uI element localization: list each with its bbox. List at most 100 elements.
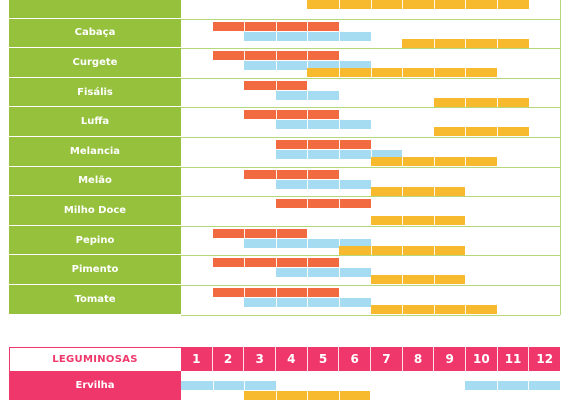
row-divider [181,225,560,227]
month-8: 8 [401,347,434,371]
harvest-period-bar [433,127,529,137]
plant-period-bar [244,238,371,248]
bar-month-divider [275,80,277,90]
month-4: 4 [275,347,307,371]
bar-month-divider [433,245,435,255]
legumes-bars [9,347,560,400]
bar-month-divider [307,199,309,209]
bar-month-divider [275,238,277,248]
bar-month-divider [244,258,246,268]
sow-period-bar [212,21,339,31]
harvest-period-bar [370,186,466,196]
crop-label-pimento: Pimento [9,255,181,285]
row-divider [181,77,560,79]
bar-month-divider [433,186,435,196]
harvest-period-bar [370,157,497,166]
month-1: 1 [192,352,201,366]
plant-period-bar [465,381,560,390]
bar-month-divider [307,61,309,71]
bar-month-divider [307,391,309,400]
bar-month-divider [338,61,340,71]
plant-period-bar [275,90,339,100]
bar-month-divider [307,298,309,307]
bar-month-divider [307,140,309,149]
bar-month-divider [465,0,467,9]
sow-period-bar [244,110,339,120]
bar-month-divider [338,391,340,400]
bar-month-divider [275,258,277,268]
row-divider [181,18,560,20]
bar-month-divider [307,179,309,189]
row-divider [181,48,560,50]
bar-month-divider [307,90,309,100]
bar-month-divider [402,245,404,255]
row-divider [181,137,560,138]
bar-month-divider [275,61,277,71]
bar-month-divider [402,0,404,9]
bar-month-divider [338,140,340,149]
month-11: 11 [496,347,529,371]
bar-month-divider [275,169,277,179]
plant-period-bar [275,120,371,130]
harvest-period-bar [244,391,371,400]
bar-month-divider [338,199,340,209]
bar-month-divider [244,381,246,390]
plant-period-bar [181,381,276,390]
row-divider [181,255,560,257]
bar-month-divider [433,0,435,9]
bar-month-divider [275,391,277,400]
month-3: 3 [243,347,275,371]
sow-period-bar [275,199,371,209]
sow-period-bar [244,169,339,179]
bar-month-divider [402,275,404,285]
bar-month-divider [275,31,277,41]
month-7: 7 [370,347,402,371]
row-divider [181,107,560,109]
plant-period-bar [275,268,371,278]
plant-period-bar [275,150,403,159]
sow-period-bar [212,51,339,61]
crop-label-tomate: Tomate [9,285,181,315]
bar-month-divider [307,110,309,120]
bar-month-divider [275,110,277,120]
bar-month-divider [496,38,498,48]
bar-month-divider [433,305,435,314]
bar-month-divider [465,305,467,314]
month-9: 9 [433,347,465,371]
bar-month-divider [496,97,498,107]
bar-month-divider [307,120,309,130]
harvest-period-bar [402,38,529,48]
row-divider [181,196,560,198]
crop-calendar-legumes: LEGUMINOSAS 1 2 3 4 5 6 7 8 9 10 11 12 Ervilha [9,347,560,400]
harvest-period-bar [370,275,466,285]
row-divider [181,314,560,316]
bar-month-divider [307,268,309,278]
bar-month-divider [402,68,404,78]
crop-label-caba-a: Cabaça [9,18,181,49]
bar-month-divider [275,288,277,297]
bar-month-divider [338,150,340,159]
bar-month-divider [402,186,404,196]
bar-month-divider [433,68,435,78]
bar-month-divider [338,179,340,189]
bar-month-divider [433,38,435,48]
sow-period-bar [212,228,308,238]
bar-month-divider [275,21,277,31]
crop-label-ervilha: Ervilha [9,371,181,400]
bar-month-divider [370,68,372,78]
plant-period-bar [244,31,371,41]
bar-month-divider [307,31,309,41]
plant-period-bar [275,179,371,189]
bar-month-divider [528,381,530,390]
bar-month-divider [307,238,309,248]
bar-month-divider [338,68,340,78]
bar-month-divider [465,38,467,48]
month-2: 2 [211,347,244,371]
crop-label-curgete: Curgete [9,48,181,78]
grid-right-border [560,0,561,315]
bar-month-divider [307,51,309,61]
month-12: 12 [528,347,560,371]
plant-period-bar [244,61,371,71]
sow-period-bar [212,288,339,297]
crop-label-melancia: Melancia [9,137,181,167]
